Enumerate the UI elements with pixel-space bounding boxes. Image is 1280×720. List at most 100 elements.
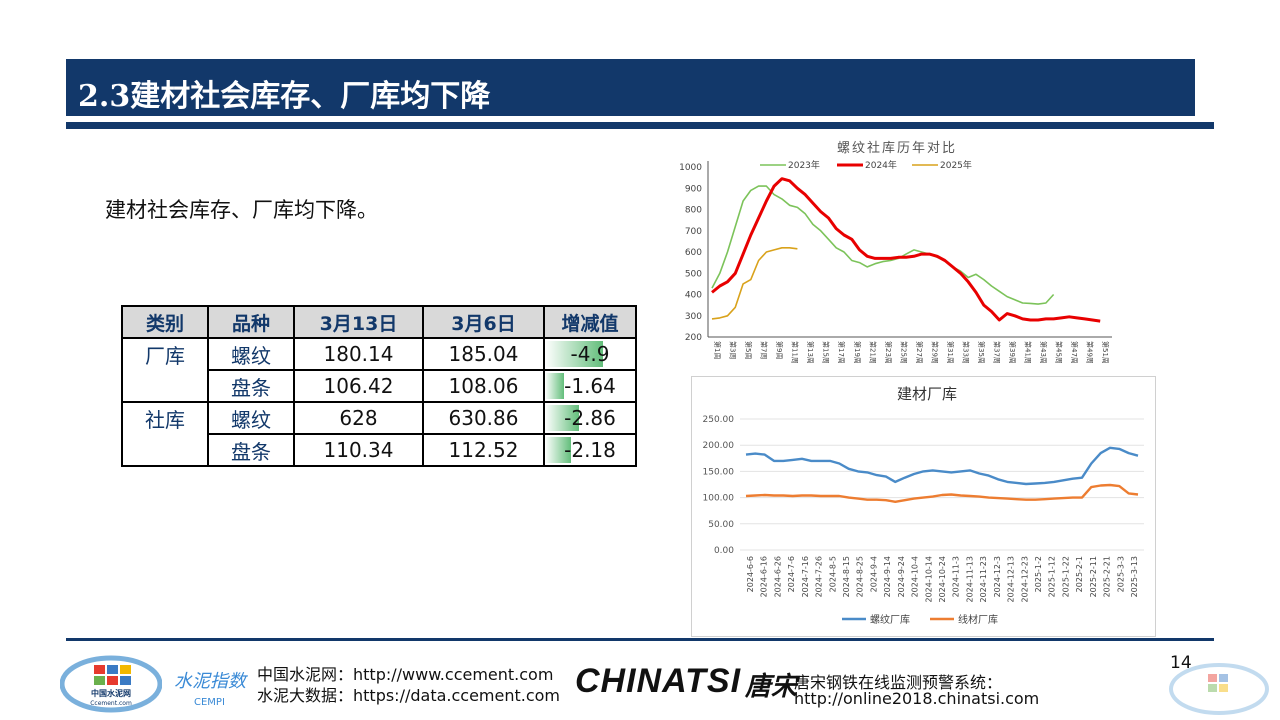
title-bar: 2.3建材社会库存、厂库均下降 [66, 59, 1195, 116]
series-line [745, 483, 1139, 504]
x-tick-label: 第43周 [1039, 341, 1048, 364]
chart-title: 螺纹社库历年对比 [837, 140, 957, 156]
x-tick-label: 第35周 [977, 341, 986, 364]
x-tick-label: 第1周 [713, 341, 722, 359]
x-tick-label: 2025-1-12 [1048, 556, 1057, 597]
change-value: -2.86 [564, 406, 616, 430]
x-tick-label: 第29周 [930, 341, 939, 364]
x-tick-label: 2024-8-5 [828, 556, 837, 592]
logo-text-cn: 中国水泥网 [91, 688, 131, 698]
x-tick-label: 2025-2-1 [1075, 556, 1084, 592]
watermark-square [1219, 674, 1228, 682]
x-tick-label: 2025-2-21 [1103, 556, 1112, 597]
series-line [711, 177, 1101, 323]
cell-mar13: 110.34 [293, 433, 424, 467]
y-tick-label: 150.00 [703, 467, 735, 477]
table-row: 盘条 106.42 108.06 -1.64 [121, 369, 637, 403]
change-data-bar [545, 373, 565, 399]
logo-text-en: Ccement.com [90, 700, 132, 707]
x-tick-label: 第45周 [1055, 341, 1064, 364]
cell-category [121, 370, 209, 403]
cell-category: 社库 [121, 401, 209, 434]
x-tick-label: 2024-9-24 [897, 556, 906, 597]
x-tick-label: 2024-11-13 [965, 556, 974, 603]
cell-variety: 盘条 [207, 433, 295, 467]
y-tick-label: 900 [685, 184, 702, 194]
x-tick-label: 第37周 [993, 341, 1002, 364]
x-tick-label: 2024-7-16 [801, 556, 810, 597]
x-tick-label: 第9周 [775, 341, 784, 359]
table-row: 盘条 110.34 112.52 -2.18 [121, 433, 637, 467]
x-tick-label: 2024-11-3 [952, 556, 961, 597]
x-tick-label: 第33周 [961, 341, 970, 364]
y-tick-label: 500 [685, 269, 702, 279]
series-line [711, 247, 798, 320]
ccement-logo: 中国水泥网 Ccement.com [60, 655, 162, 713]
x-tick-label: 第31周 [946, 341, 955, 364]
cempi-en: CEMPI [194, 697, 225, 708]
logo-square [107, 665, 118, 674]
x-tick-label: 第39周 [1008, 341, 1017, 364]
cell-mar6: 185.04 [422, 337, 545, 371]
monitor-system-link[interactable]: http://online2018.chinatsi.com [794, 689, 1040, 708]
y-tick-label: 700 [685, 227, 702, 237]
logo-square [120, 665, 131, 674]
legend-label: 螺纹厂库 [870, 613, 910, 626]
change-data-bar [545, 341, 603, 367]
cempi-logo: 水泥指数 CEMPI [174, 671, 248, 708]
x-tick-label: 2024-6-6 [746, 556, 755, 592]
cell-variety: 盘条 [207, 369, 295, 403]
chinatsi-cn-logo: 唐宋 [745, 672, 798, 702]
cell-variety: 螺纹 [207, 401, 295, 435]
data-site-link[interactable]: 水泥大数据：https://data.ccement.com [257, 686, 561, 705]
inventory-table: 类别 品种 3月13日 3月6日 增减值 厂库 螺纹 180.14 185.04… [121, 305, 637, 467]
x-tick-label: 第11周 [791, 341, 800, 364]
x-tick-label: 第19周 [853, 341, 862, 364]
watermark-square [1208, 684, 1217, 692]
watermark-logo [1169, 663, 1269, 715]
y-tick-label: 200 [685, 333, 702, 343]
logo-ring [60, 655, 162, 713]
header-mar13: 3月13日 [293, 305, 424, 339]
table-header-row: 类别 品种 3月13日 3月6日 增减值 [121, 305, 637, 339]
x-tick-label: 2025-3-13 [1130, 556, 1139, 597]
header-mar6: 3月6日 [422, 305, 545, 339]
x-tick-label: 2024-12-13 [1007, 556, 1016, 603]
logo-square [107, 676, 118, 685]
cell-mar13: 628 [293, 401, 424, 435]
monitor-system-label: 唐宋钢铁在线监测预警系统： [794, 673, 1003, 692]
x-tick-label: 第5周 [744, 341, 753, 359]
x-tick-label: 第51周 [1101, 341, 1110, 364]
x-tick-label: 2024-9-14 [883, 556, 892, 597]
chart1-svg: 螺纹社库历年对比2003004005006007008009001000第1周第… [679, 140, 1112, 364]
cell-mar6: 630.86 [422, 401, 545, 435]
x-tick-label: 2025-3-3 [1116, 556, 1125, 592]
x-tick-label: 2025-2-11 [1089, 556, 1098, 597]
x-tick-label: 第49周 [1086, 341, 1095, 364]
table-row: 厂库 螺纹 180.14 185.04 -4.9 [121, 337, 637, 371]
x-tick-label: 2024-6-16 [760, 556, 769, 597]
change-value: -2.18 [564, 438, 616, 462]
y-tick-label: 800 [685, 206, 702, 216]
cempi-text: 水泥指数 [174, 671, 248, 692]
y-tick-label: 400 [685, 291, 702, 301]
cell-mar13: 106.42 [293, 369, 424, 403]
cell-mar6: 112.52 [422, 433, 545, 467]
change-value: -1.64 [564, 374, 616, 398]
y-tick-label: 100.00 [703, 494, 735, 504]
footer-rule [66, 638, 1214, 641]
x-tick-label: 第15周 [822, 341, 831, 364]
watermark-ring [1169, 663, 1269, 715]
x-tick-label: 第7周 [760, 341, 769, 359]
x-tick-label: 第27周 [915, 341, 924, 364]
logo-square [120, 676, 131, 685]
cell-mar6: 108.06 [422, 369, 545, 403]
ccement-site-link[interactable]: 中国水泥网：http://www.ccement.com [257, 665, 554, 684]
header-change: 增减值 [543, 305, 637, 339]
y-tick-label: 0.00 [714, 546, 734, 556]
header-variety: 品种 [207, 305, 295, 339]
rebar-social-inventory-chart: 螺纹社库历年对比 200 300 400 500 600 700 800 900 1000 第1周第… [672, 135, 1122, 375]
slide-title: 2.3建材社会库存、厂库均下降 [78, 79, 491, 114]
chart-title: 建材厂库 [897, 385, 957, 403]
x-tick-label: 第21周 [868, 341, 877, 364]
